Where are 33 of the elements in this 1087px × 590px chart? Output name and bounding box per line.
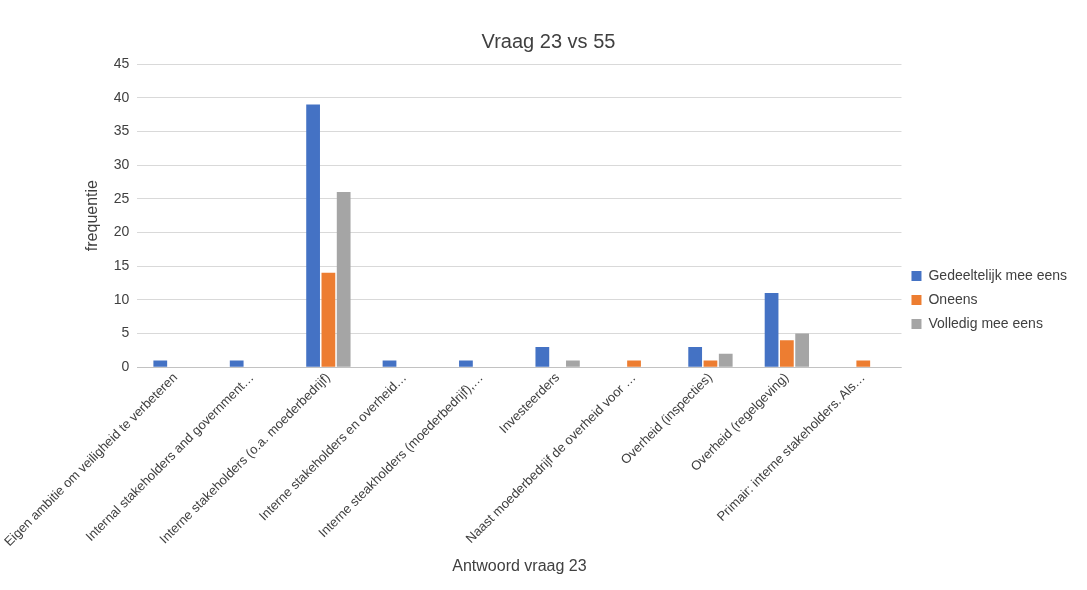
bar xyxy=(336,192,351,367)
y-tick-label: 10 xyxy=(113,290,130,307)
bar xyxy=(627,360,641,367)
bar xyxy=(856,360,871,367)
y-tick-label: 40 xyxy=(113,88,130,105)
legend-label: Volledig mee eens xyxy=(928,314,1043,331)
chart-title: Vraag 23 vs 55 xyxy=(481,29,616,52)
bar xyxy=(306,104,320,367)
bar xyxy=(703,360,718,367)
legend-label: Oneens xyxy=(928,290,978,307)
y-tick-label: 0 xyxy=(121,358,130,375)
bar xyxy=(321,272,336,367)
bar xyxy=(764,293,779,367)
bar xyxy=(566,360,580,367)
bar xyxy=(153,360,168,367)
legend-label: Gedeeltelijk mee eens xyxy=(928,266,1068,283)
y-tick-label: 15 xyxy=(113,256,130,273)
y-tick-label: 5 xyxy=(121,324,130,341)
y-tick-label: 30 xyxy=(113,155,130,172)
y-axis-title: frequentie xyxy=(82,179,100,252)
bar xyxy=(382,360,397,367)
y-tick-label: 25 xyxy=(113,189,130,206)
bar xyxy=(459,360,473,367)
bar xyxy=(779,340,794,367)
bar xyxy=(718,353,733,367)
y-tick-label: 35 xyxy=(113,122,130,139)
bar xyxy=(688,346,703,367)
y-tick-label: 45 xyxy=(113,54,130,71)
y-tick-label: 20 xyxy=(113,223,130,240)
bar xyxy=(229,360,244,367)
bar xyxy=(535,346,550,367)
x-axis-title: Antwoord vraag 23 xyxy=(452,556,587,574)
bar xyxy=(795,333,810,367)
